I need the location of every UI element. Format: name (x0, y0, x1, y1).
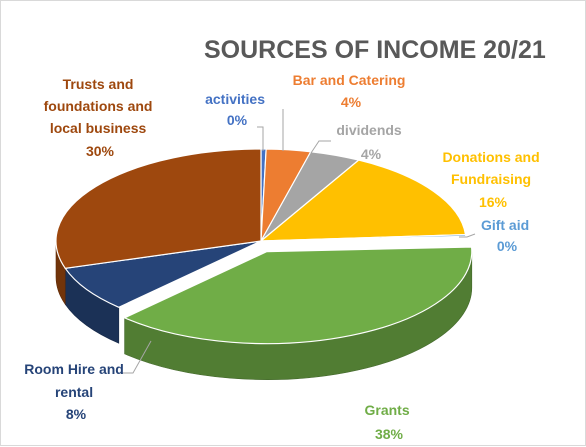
pie-slice-donations-and-fundraising (259, 159, 467, 242)
pie-slice-room-hire-and-rental (64, 240, 262, 308)
label-bar-and-catering: Bar and Catering 4% (293, 72, 410, 110)
pie-slice-grants (123, 246, 473, 345)
label-dividends: dividends 4% (336, 122, 405, 162)
label-grants: Grants 38% (364, 402, 413, 442)
label-activities: activities 0% (205, 91, 269, 128)
leader-dividends (310, 140, 331, 154)
leader-gift-aid (459, 233, 476, 238)
leader-lines (119, 109, 476, 374)
chart-title: SOURCES OF INCOME 20/21 (204, 36, 546, 64)
pie-slice-trusts-and-foundations-and-local-business (55, 148, 262, 269)
pie-top (55, 148, 473, 345)
label-gift-aid: Gift aid 0% (481, 217, 533, 254)
label-donations: Donations and Fundraising 16% (442, 149, 543, 210)
leader-activities (257, 126, 264, 151)
label-room-hire: Room Hire and rental 8% (24, 361, 127, 422)
pie-slice-gift-aid (260, 234, 467, 242)
leader-room-hire (119, 340, 152, 374)
label-trusts: Trusts and foundations and local busines… (44, 76, 157, 159)
